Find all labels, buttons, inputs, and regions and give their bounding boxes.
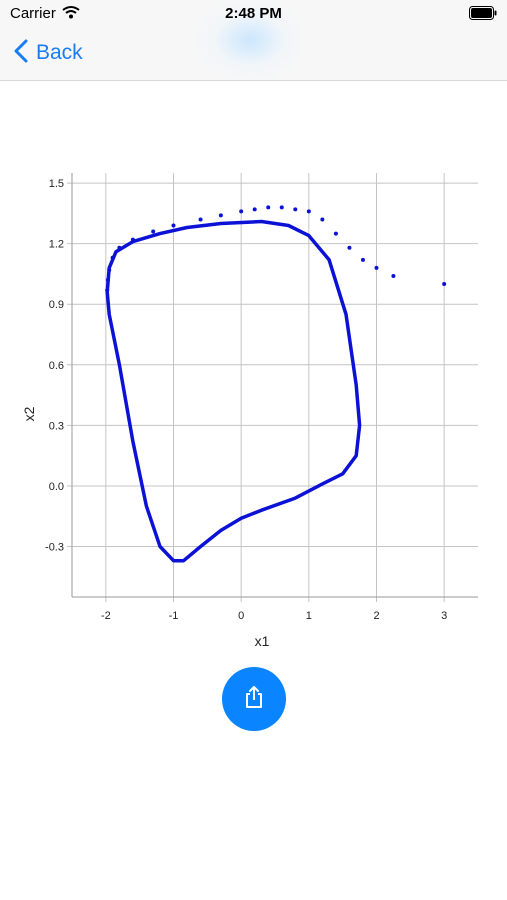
x-axis-label: x1 (255, 633, 270, 649)
y-tick-labels: 1.5 1.2 0.9 0.6 0.3 0.0 -0.3 (45, 178, 64, 553)
y-tick-label: 0.6 (49, 360, 64, 372)
trajectory-point (320, 217, 325, 222)
x-tick-label: 1 (306, 610, 312, 622)
back-label: Back (36, 41, 83, 64)
status-bar: Carrier 2:48 PM (0, 0, 507, 28)
limit-cycle-line (105, 219, 362, 563)
trajectory-point (360, 257, 365, 262)
phase-plot-chart: -2 -1 0 1 2 3 1.5 1.2 0.9 0.6 0.3 0.0 -0.3 x1 x2 (21, 173, 478, 649)
share-button[interactable] (222, 667, 286, 731)
battery-icon (469, 6, 497, 25)
trajectory-point (218, 213, 223, 218)
y-tick-label: 0.9 (49, 299, 64, 311)
axes-frame (71, 173, 478, 598)
trajectory-point (171, 223, 176, 228)
x-tick-label: 0 (238, 610, 244, 622)
trajectory-point (239, 209, 244, 214)
trajectory-point (306, 209, 311, 214)
trajectory-point (391, 273, 396, 278)
status-time: 2:48 PM (225, 5, 282, 22)
y-tick-label: 0.0 (49, 481, 64, 493)
x-tick-label: -2 (101, 610, 111, 622)
navigation-bar: Carrier 2:48 PM Back (0, 0, 507, 81)
grid-lines (67, 173, 478, 602)
y-tick-label: -0.3 (45, 542, 64, 554)
trajectory-point (442, 282, 447, 287)
y-tick-label: 1.5 (49, 178, 64, 190)
nav-glow (195, 0, 305, 80)
wifi-icon (62, 5, 80, 24)
trajectory-point (198, 217, 203, 222)
share-icon (243, 685, 265, 714)
trajectory-point (279, 205, 284, 210)
back-button[interactable]: Back (14, 38, 83, 68)
x-tick-label: 2 (373, 610, 379, 622)
series-group (105, 205, 447, 563)
trajectory-point (293, 207, 298, 212)
trajectory-point (266, 205, 271, 210)
y-tick-label: 1.2 (49, 239, 64, 251)
trajectory-point (347, 245, 352, 250)
trajectory-point (252, 207, 257, 212)
x-tick-label: 3 (441, 610, 447, 622)
carrier-label: Carrier (10, 5, 56, 22)
trajectory-point (151, 229, 156, 234)
y-axis-label: x2 (21, 406, 37, 421)
chevron-left-icon (14, 39, 28, 68)
trajectory-point (333, 231, 338, 236)
x-tick-label: -1 (169, 610, 179, 622)
x-tick-labels: -2 -1 0 1 2 3 (101, 610, 447, 622)
y-tick-label: 0.3 (49, 420, 64, 432)
trajectory-point (374, 265, 379, 270)
